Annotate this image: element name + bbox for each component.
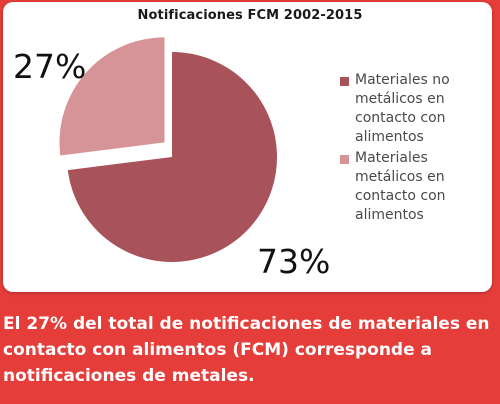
data-label-metal: 27% bbox=[13, 47, 87, 86]
legend-label-nonmetal: Materiales no metálicos en contacto con … bbox=[355, 72, 450, 145]
data-label-nonmetal: 73% bbox=[257, 242, 331, 281]
chart-title: Notificaciones FCM 2002-2015 bbox=[137, 8, 363, 23]
legend-item-nonmetal: Materiales no metálicos en contacto con … bbox=[340, 71, 490, 147]
legend: Materiales no metálicos en contacto con … bbox=[340, 71, 490, 227]
pie-chart bbox=[59, 37, 277, 262]
footer-caption: El 27% del total de notificaciones de ma… bbox=[3, 314, 490, 386]
legend-swatch-metal bbox=[340, 155, 349, 164]
pie-slice-metal bbox=[59, 37, 165, 156]
legend-item-metal: Materiales metálicos en contacto con ali… bbox=[340, 149, 490, 225]
legend-label-metal: Materiales metálicos en contacto con ali… bbox=[355, 150, 446, 223]
pie-slice-nonmetal bbox=[67, 52, 277, 262]
legend-swatch-nonmetal bbox=[340, 77, 349, 86]
